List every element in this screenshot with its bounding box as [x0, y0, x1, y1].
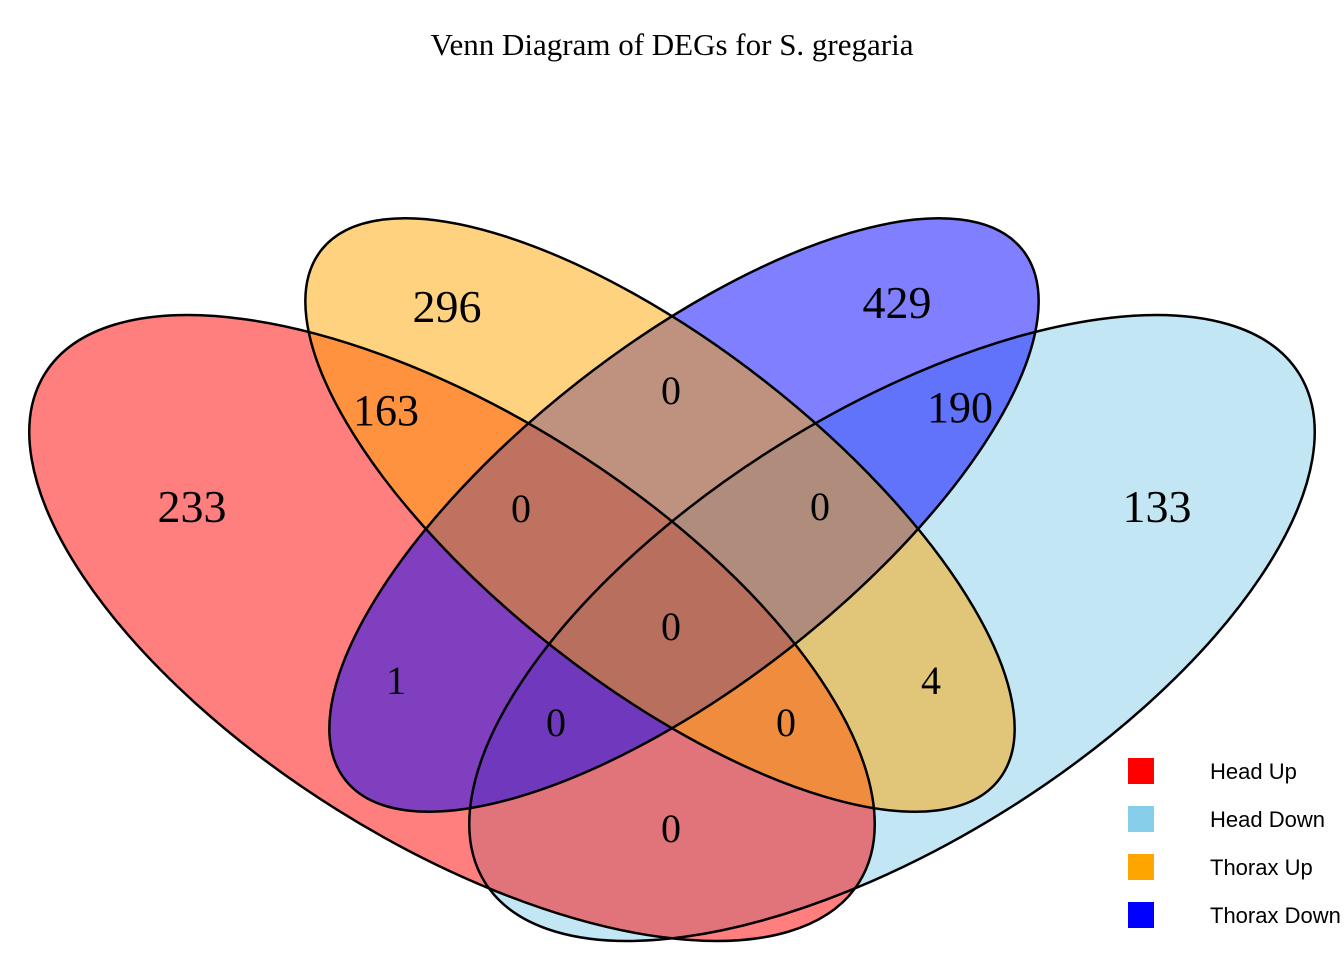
venn-ellipse-fills [29, 218, 1315, 941]
thorax-up-ellipse-outline [304, 217, 1016, 813]
region-count-headup-headdown-thoraxdown: 0 [546, 700, 566, 745]
region-count-headup-thoraxup-thoraxdown: 0 [511, 486, 531, 531]
legend-swatch-head-down [1128, 806, 1154, 832]
region-count-head-up-only: 233 [158, 481, 227, 532]
region-count-headdown-thoraxdown: 190 [927, 383, 993, 432]
legend-swatch-thorax-down [1128, 902, 1154, 928]
region-count-thoraxup-thoraxdown: 0 [661, 368, 681, 413]
chart-title: Venn Diagram of DEGs for S. gregaria [431, 27, 914, 62]
region-count-headup-headdown: 0 [661, 806, 681, 851]
region-count-head-down-only: 133 [1123, 481, 1192, 532]
region-counts: 233 296 429 133 163 190 0 0 0 0 1 4 0 0 … [158, 277, 1192, 851]
region-count-headup-thoraxdown: 1 [386, 658, 406, 703]
thorax-up-ellipse [305, 218, 1015, 812]
legend-label-thorax-down: Thorax Down [1210, 903, 1341, 928]
legend-label-head-up: Head Up [1210, 759, 1297, 784]
thorax-down-ellipse-outline [328, 217, 1040, 813]
region-count-thorax-down-only: 429 [863, 277, 932, 328]
head-up-ellipse-outline [28, 313, 876, 943]
legend-swatch-head-up [1128, 758, 1154, 784]
region-count-headdown-thoraxup-thoraxdown: 0 [810, 484, 830, 529]
legend-swatch-thorax-up [1128, 854, 1154, 880]
legend-label-thorax-up: Thorax Up [1210, 855, 1313, 880]
legend: Head Up Head Down Thorax Up Thorax Down [1128, 758, 1341, 928]
region-count-headup-thoraxup: 163 [353, 386, 419, 435]
region-count-all-four: 0 [661, 604, 681, 649]
venn-ellipse-outlines [28, 217, 1316, 943]
head-down-ellipse-outline [468, 313, 1316, 943]
region-count-thorax-up-only: 296 [413, 281, 482, 332]
legend-label-head-down: Head Down [1210, 807, 1325, 832]
region-count-headup-headdown-thoraxup: 0 [776, 700, 796, 745]
region-count-headdown-thoraxup: 4 [921, 658, 941, 703]
